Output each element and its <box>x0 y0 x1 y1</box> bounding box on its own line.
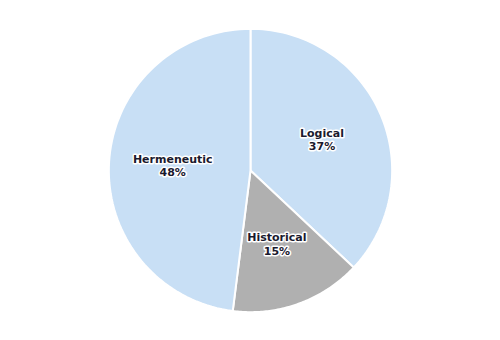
svg-text:Hermeneutic48%: Hermeneutic48% <box>133 153 213 179</box>
svg-text:Historical15%: Historical15% <box>247 231 306 257</box>
svg-text:Logical37%: Logical37% <box>300 127 344 153</box>
